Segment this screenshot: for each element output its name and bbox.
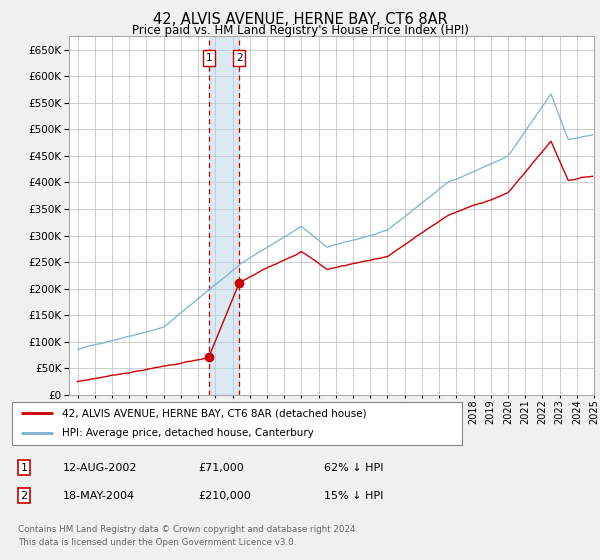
Text: 2: 2 [236, 53, 242, 63]
Text: 18-MAY-2004: 18-MAY-2004 [63, 491, 135, 501]
Text: 12-AUG-2002: 12-AUG-2002 [63, 463, 137, 473]
Text: Contains HM Land Registry data © Crown copyright and database right 2024.
This d: Contains HM Land Registry data © Crown c… [18, 525, 358, 547]
Text: Price paid vs. HM Land Registry's House Price Index (HPI): Price paid vs. HM Land Registry's House … [131, 24, 469, 36]
Text: 1: 1 [205, 53, 212, 63]
Text: £71,000: £71,000 [198, 463, 244, 473]
Text: 42, ALVIS AVENUE, HERNE BAY, CT6 8AR: 42, ALVIS AVENUE, HERNE BAY, CT6 8AR [152, 12, 448, 27]
Text: HPI: Average price, detached house, Canterbury: HPI: Average price, detached house, Cant… [62, 428, 313, 438]
Text: 42, ALVIS AVENUE, HERNE BAY, CT6 8AR (detached house): 42, ALVIS AVENUE, HERNE BAY, CT6 8AR (de… [62, 408, 366, 418]
Bar [209, 36, 239, 395]
Text: 2: 2 [20, 491, 28, 501]
Text: £210,000: £210,000 [198, 491, 251, 501]
Text: 15% ↓ HPI: 15% ↓ HPI [324, 491, 383, 501]
Text: 62% ↓ HPI: 62% ↓ HPI [324, 463, 383, 473]
Text: 1: 1 [20, 463, 28, 473]
